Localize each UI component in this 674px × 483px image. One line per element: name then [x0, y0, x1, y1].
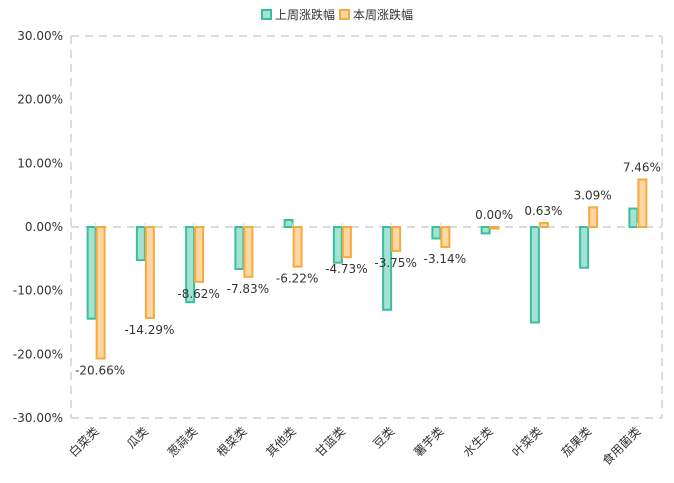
x-category-label: 茄果类: [559, 424, 594, 459]
legend-label: 本周涨跌幅: [353, 7, 413, 22]
y-tick-label: -10.00%: [13, 284, 63, 298]
x-category-label: 瓜类: [124, 424, 151, 451]
y-tick-label: 30.00%: [17, 29, 63, 43]
data-label: -8.62%: [177, 287, 219, 301]
bar-this-week: [538, 221, 549, 228]
bar-last-week: [86, 226, 97, 320]
bar-last-week: [431, 226, 442, 240]
y-tick-label: 20.00%: [17, 93, 63, 107]
x-category-label: 食用菌类: [599, 424, 644, 469]
x-category-label: 叶菜类: [510, 424, 545, 459]
data-label: 7.46%: [623, 161, 661, 175]
y-tick-label: -30.00%: [13, 411, 63, 425]
bar-last-week: [234, 226, 245, 271]
data-label: -20.66%: [75, 364, 125, 378]
data-label: -4.73%: [325, 262, 367, 276]
bar-this-week: [391, 226, 402, 252]
data-label: -14.29%: [124, 323, 174, 337]
bar-this-week: [194, 226, 205, 283]
y-tick-label: 0.00%: [25, 220, 63, 234]
bar-this-week: [243, 226, 254, 278]
bar-last-week: [283, 218, 294, 229]
bar-this-week: [292, 226, 303, 268]
bar-this-week: [95, 226, 106, 360]
bar-last-week: [135, 226, 146, 262]
legend-label: 上周涨跌幅: [275, 7, 335, 22]
y-tick-label: -20.00%: [13, 347, 63, 361]
data-label: -7.83%: [227, 282, 269, 296]
y-tick-label: 10.00%: [17, 156, 63, 170]
legend-swatch-this-week: [339, 9, 350, 20]
x-category-label: 其他类: [263, 424, 298, 459]
x-category-label: 根菜类: [214, 424, 249, 459]
data-label: 0.00%: [475, 208, 513, 222]
data-label: -6.22%: [276, 272, 318, 286]
plot-frame: [70, 35, 663, 419]
x-category-label: 豆类: [370, 424, 397, 451]
bar-last-week: [382, 226, 393, 311]
bar-last-week: [579, 226, 590, 269]
legend-item[interactable]: 本周涨跌幅: [339, 7, 413, 22]
bar-last-week: [332, 226, 343, 264]
legend-item[interactable]: 上周涨跌幅: [261, 7, 335, 22]
legend: 上周涨跌幅 本周涨跌幅: [261, 7, 413, 22]
bar-this-week: [440, 226, 451, 248]
bar-this-week: [637, 178, 648, 229]
bars: [86, 178, 648, 360]
bar-last-week: [480, 226, 491, 235]
x-category-label: 水生类: [460, 424, 495, 459]
x-category-label: 白菜类: [66, 424, 102, 460]
bar-last-week: [529, 226, 540, 324]
bar-last-week: [628, 207, 639, 228]
bar-this-week: [588, 206, 599, 228]
y-axis: 30.00% 20.00% 10.00% 0.00% -10.00% -20.00% -30…: [13, 29, 63, 425]
data-label: 0.63%: [524, 204, 562, 218]
bar-this-week: [144, 226, 155, 319]
x-category-label: 薯芋类: [411, 424, 446, 459]
x-category-label: 甘蓝类: [313, 424, 348, 459]
data-label: -3.14%: [424, 252, 466, 266]
legend-swatch-last-week: [261, 9, 272, 20]
data-labels: -20.66% -14.29% -8.62% -7.83% -6.22% -4.73% -3…: [75, 161, 661, 378]
data-label: -3.75%: [374, 256, 416, 270]
bar-this-week: [341, 226, 352, 259]
x-category-label: 葱蒜类: [165, 424, 200, 459]
data-label: 3.09%: [574, 188, 612, 202]
bar-this-week: [489, 226, 500, 230]
